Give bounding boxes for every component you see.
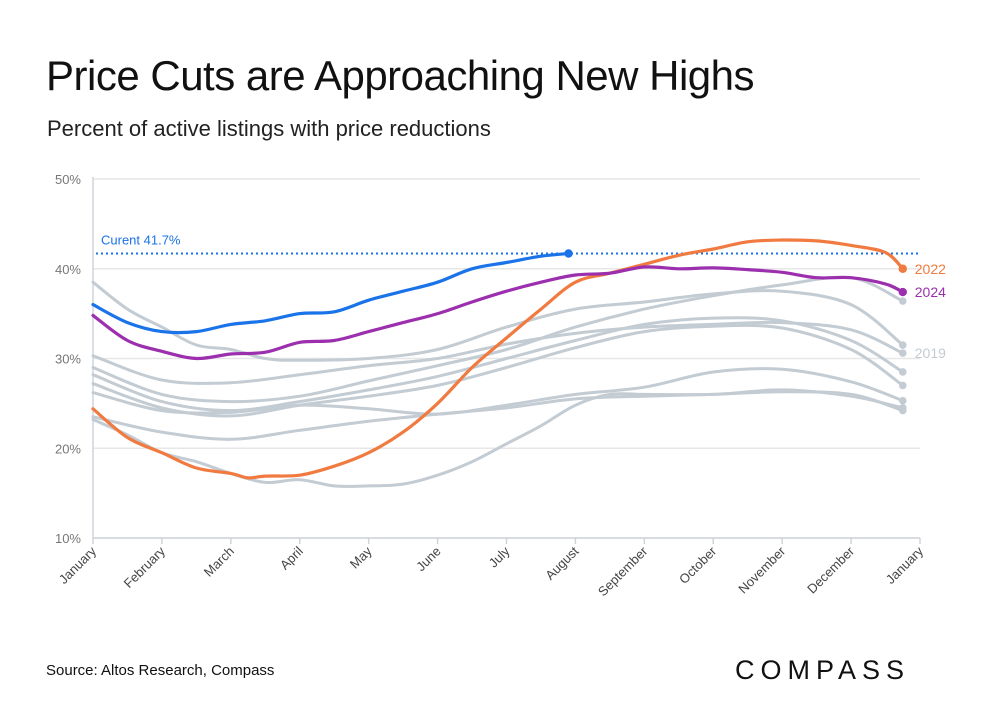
series-label-2019: 2019 [915, 345, 946, 361]
x-tick-label: March [201, 544, 237, 580]
series-end-marker-2022 [898, 264, 907, 273]
series-end-marker-current [564, 249, 573, 258]
chart-title: Price Cuts are Approaching New Highs [46, 52, 755, 99]
series-line-past-year-f [91, 390, 905, 441]
current-reference-label: Curent 41.7% [101, 232, 181, 247]
series-end-marker-2019 [898, 349, 907, 357]
series-line-past-year-d [91, 323, 905, 418]
x-tick-label: November [735, 543, 788, 596]
x-tick-label: July [486, 543, 513, 570]
compass-logo: COMPASS [734, 655, 910, 685]
y-tick-label: 50% [55, 172, 81, 187]
series-line-past-year-e [91, 367, 905, 416]
series-label-2024: 2024 [915, 284, 946, 300]
series-end-marker-past-year-a [898, 341, 907, 349]
x-tick-label: October [676, 543, 720, 587]
series-line-past-year-c [91, 316, 905, 413]
series-line-current [91, 251, 571, 335]
series-end-marker-past-year-c [898, 368, 907, 376]
series-end-marker-past-year-e [898, 396, 907, 405]
series-line-past-year-g [91, 388, 905, 488]
x-tick-label: May [347, 543, 375, 571]
x-tick-label: April [277, 543, 306, 572]
series-line-2019 [91, 320, 905, 385]
x-tick-label: February [121, 543, 169, 591]
x-tick-label: January [56, 543, 100, 587]
series-line-past-year-b [91, 275, 905, 404]
series-end-marker-past-year-d [898, 381, 907, 390]
x-tick-label: September [595, 543, 651, 599]
series-line-2022 [91, 238, 905, 480]
y-tick-label: 20% [55, 441, 81, 456]
series-line-2024 [91, 265, 905, 361]
source-note: Source: Altos Research, Compass [46, 662, 275, 679]
x-tick-label: December [804, 543, 857, 596]
y-tick-label: 40% [55, 262, 81, 277]
series-label-2022: 2022 [915, 261, 946, 277]
x-tick-label: August [542, 543, 581, 582]
series-end-marker-2024 [898, 287, 907, 297]
x-tick-label: June [413, 544, 444, 575]
series-end-marker-past-year-b [898, 297, 907, 305]
y-tick-label: 10% [55, 531, 81, 546]
x-tick-label: January [883, 543, 927, 587]
series-end-marker-past-year-g [898, 404, 907, 412]
chart-subtitle: Percent of active listings with price re… [47, 116, 491, 141]
y-tick-label: 30% [55, 352, 81, 367]
series-line-past-year-a [91, 280, 905, 362]
